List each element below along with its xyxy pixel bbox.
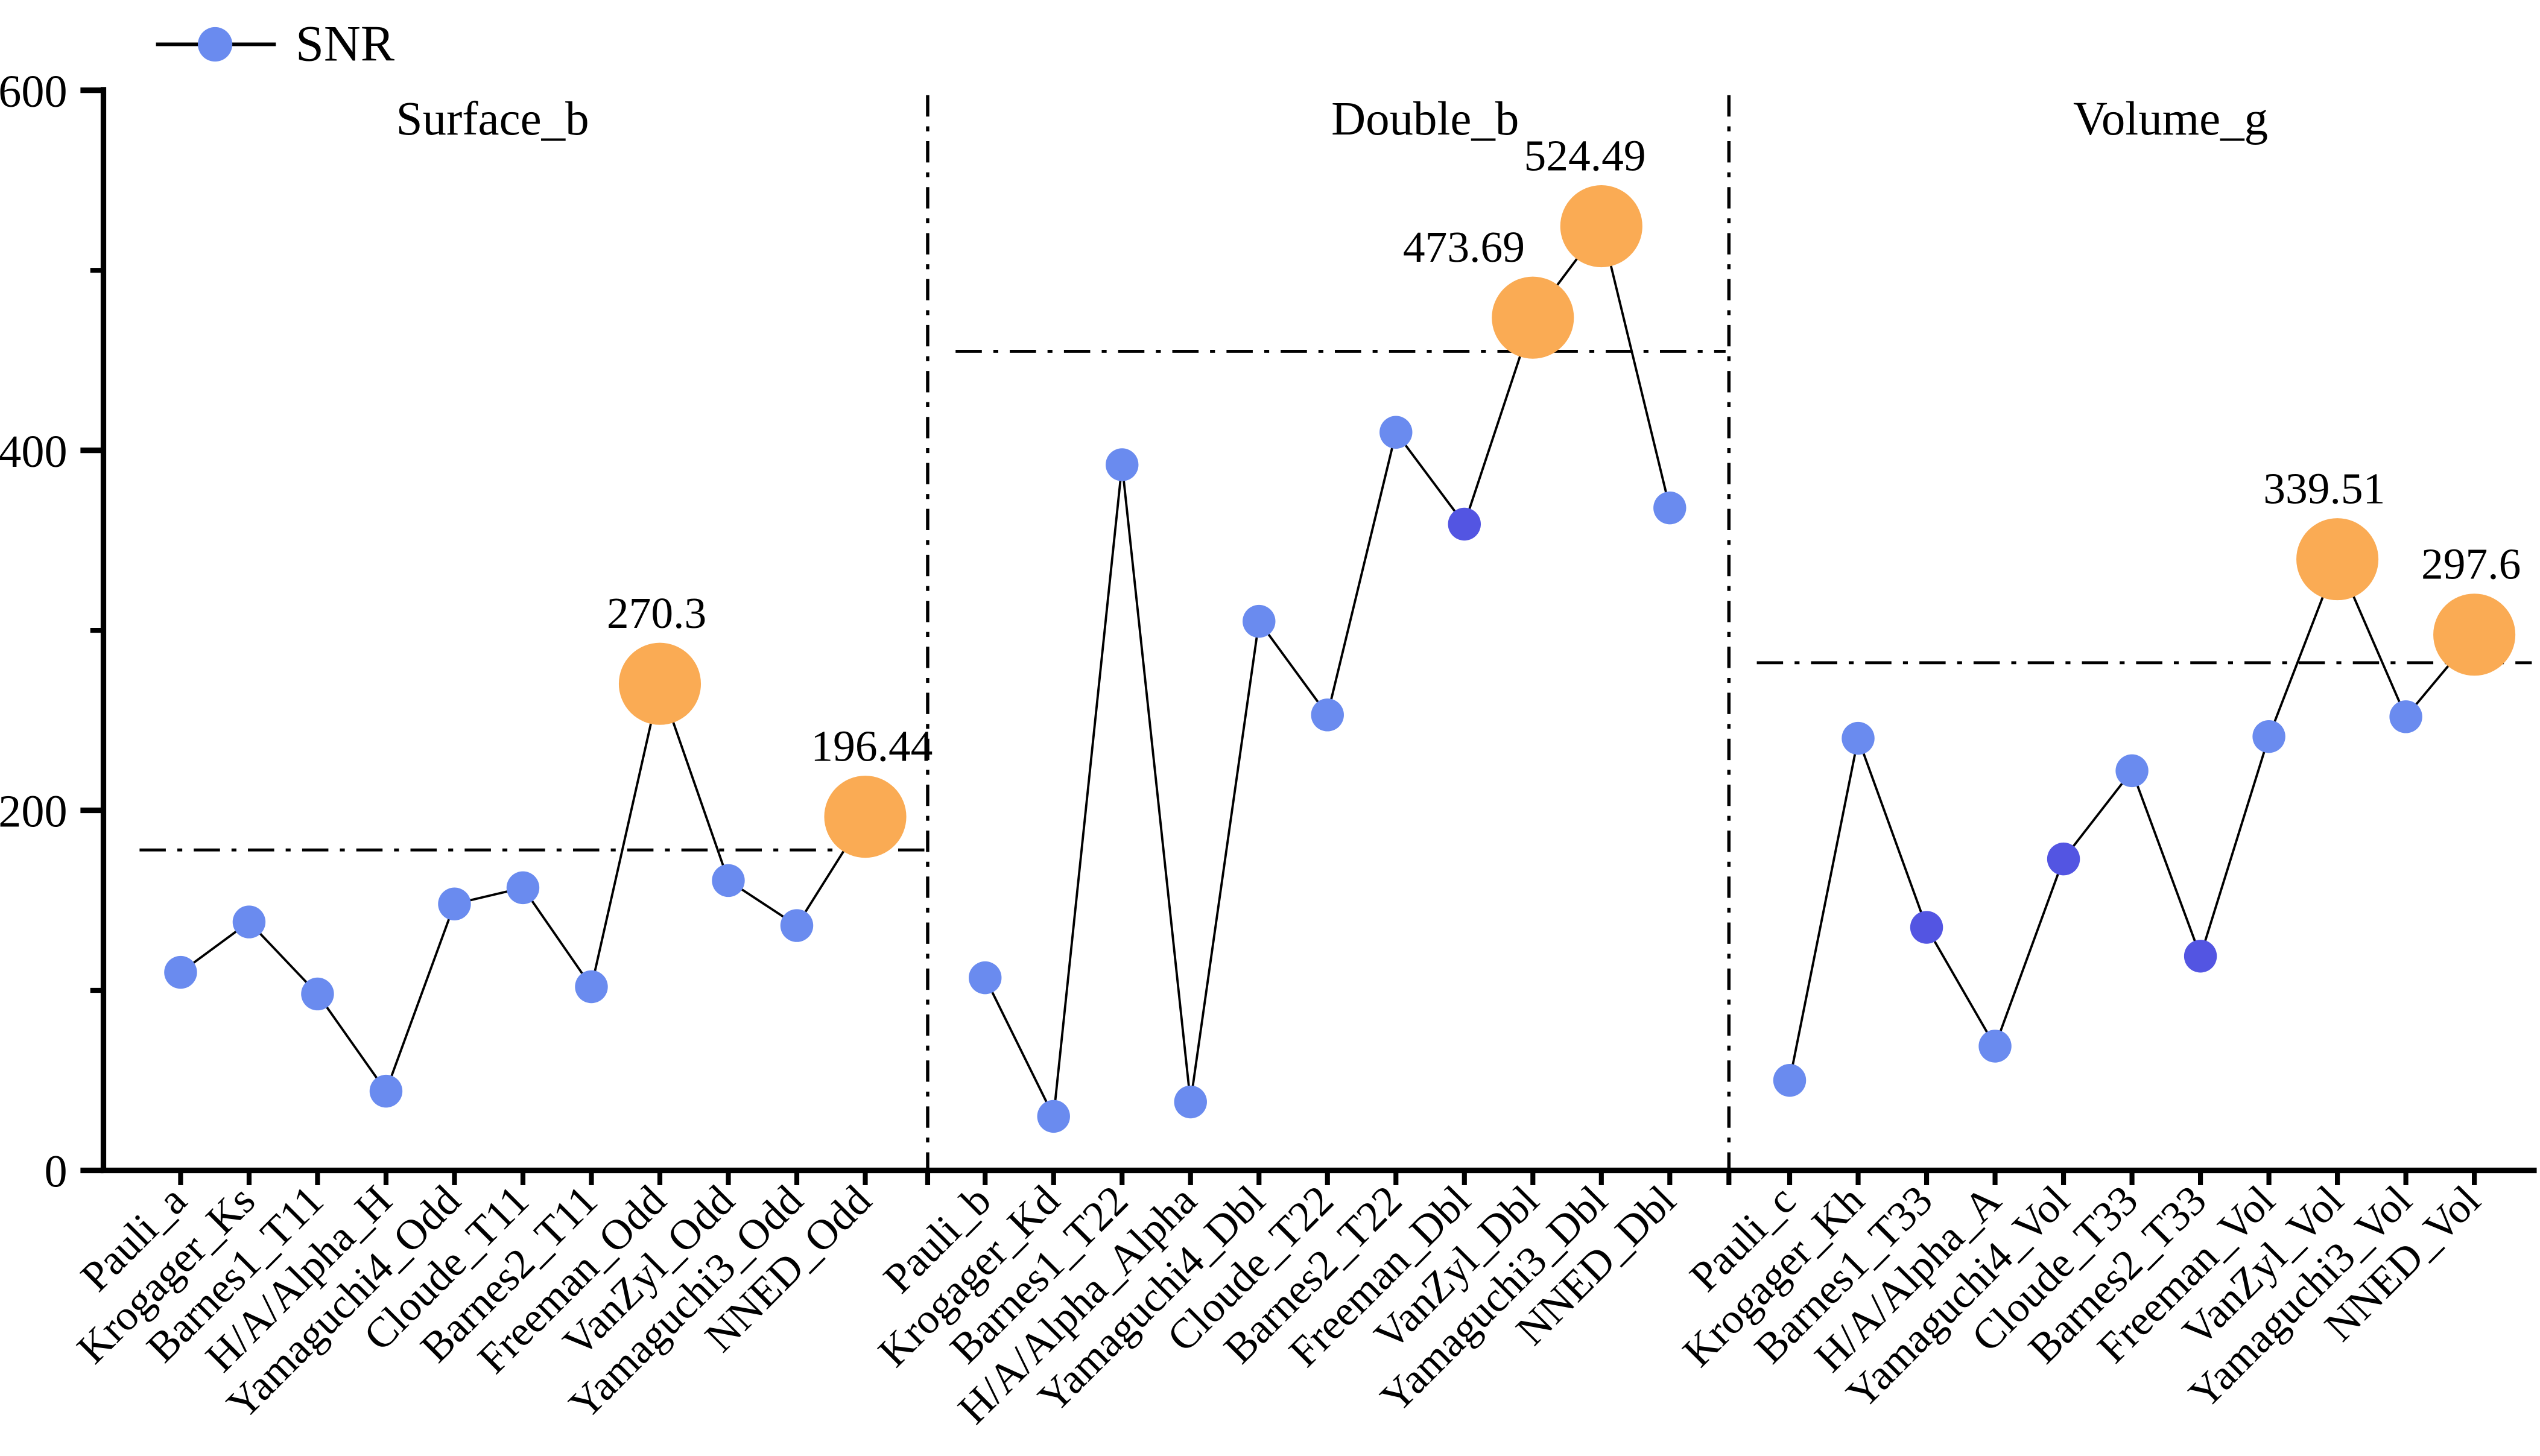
- annotation-Freeman_Odd: 270.3: [607, 589, 706, 638]
- point-Yamaguchi4_Dbl: [1243, 604, 1276, 638]
- point-Cloude_T11: [506, 871, 540, 905]
- point-H/A/Alpha_H: [369, 1074, 403, 1108]
- point-H/A/Alpha_A: [1978, 1030, 2012, 1063]
- point-Freeman_Dbl: [1448, 507, 1481, 541]
- legend-marker-dot: [198, 27, 233, 62]
- point-Krogager_Kh: [1842, 721, 1875, 755]
- point-Yamaguchi4_Vol: [2047, 842, 2080, 876]
- point-Pauli_c: [1773, 1064, 1807, 1097]
- point-Krogager_Kd: [1037, 1100, 1070, 1133]
- series-line-Double_b: [984, 223, 1671, 1121]
- point-Yamaguchi3_Vol: [2389, 700, 2422, 733]
- highlight-point-Yamaguchi3_Dbl: [1560, 185, 1642, 268]
- point-Pauli_b: [969, 961, 1002, 995]
- point-Barnes1_T22: [1106, 448, 1139, 481]
- point-Barnes2_T33: [2184, 940, 2217, 973]
- annotation-VanZyl_Vol: 339.51: [2263, 464, 2385, 513]
- point-VanZyl_Odd: [712, 864, 745, 897]
- highlight-point-VanZyl_Dbl: [1492, 276, 1574, 359]
- point-Barnes2_T11: [575, 970, 608, 1004]
- y-tick-label-0: 0: [44, 1147, 67, 1197]
- point-H/A/Alpha_Alpha: [1174, 1085, 1207, 1119]
- point-Barnes2_T22: [1379, 416, 1413, 449]
- highlight-point-NNED_Odd: [824, 776, 907, 858]
- annotation-NNED_Odd: 196.44: [811, 722, 933, 771]
- highlight-point-NNED_Vol: [2433, 593, 2516, 676]
- y-tick-label-600: 600: [0, 66, 68, 117]
- highlight-point-VanZyl_Vol: [2296, 518, 2379, 601]
- highlight-point-Freeman_Odd: [618, 642, 702, 725]
- y-tick-label-200: 200: [0, 787, 68, 837]
- point-NNED_Dbl: [1653, 491, 1686, 525]
- annotation-NNED_Vol: 297.6: [2421, 540, 2521, 589]
- point-Freeman_Vol: [2252, 720, 2285, 753]
- point-Yamaguchi3_Odd: [780, 909, 814, 942]
- point-Cloude_T22: [1311, 698, 1344, 732]
- panel-title-Surface_b: Surface_b: [396, 93, 589, 145]
- annotation-VanZyl_Dbl: 473.69: [1403, 223, 1525, 271]
- point-Yamaguchi4_Odd: [438, 887, 471, 920]
- point-Barnes1_T11: [301, 977, 334, 1011]
- point-Cloude_T33: [2115, 754, 2149, 788]
- panel-title-Volume_g: Volume_g: [2073, 93, 2268, 145]
- annotation-Yamaguchi3_Dbl: 524.49: [1524, 131, 1646, 180]
- point-Krogager_Ks: [232, 905, 266, 938]
- point-Barnes1_T33: [1910, 911, 1943, 944]
- panel-title-Double_b: Double_b: [1331, 93, 1519, 145]
- y-tick-label-400: 400: [0, 426, 68, 477]
- legend-label: SNR: [296, 16, 395, 72]
- point-Pauli_a: [164, 955, 197, 989]
- series-line-Volume_g: [1788, 556, 2475, 1081]
